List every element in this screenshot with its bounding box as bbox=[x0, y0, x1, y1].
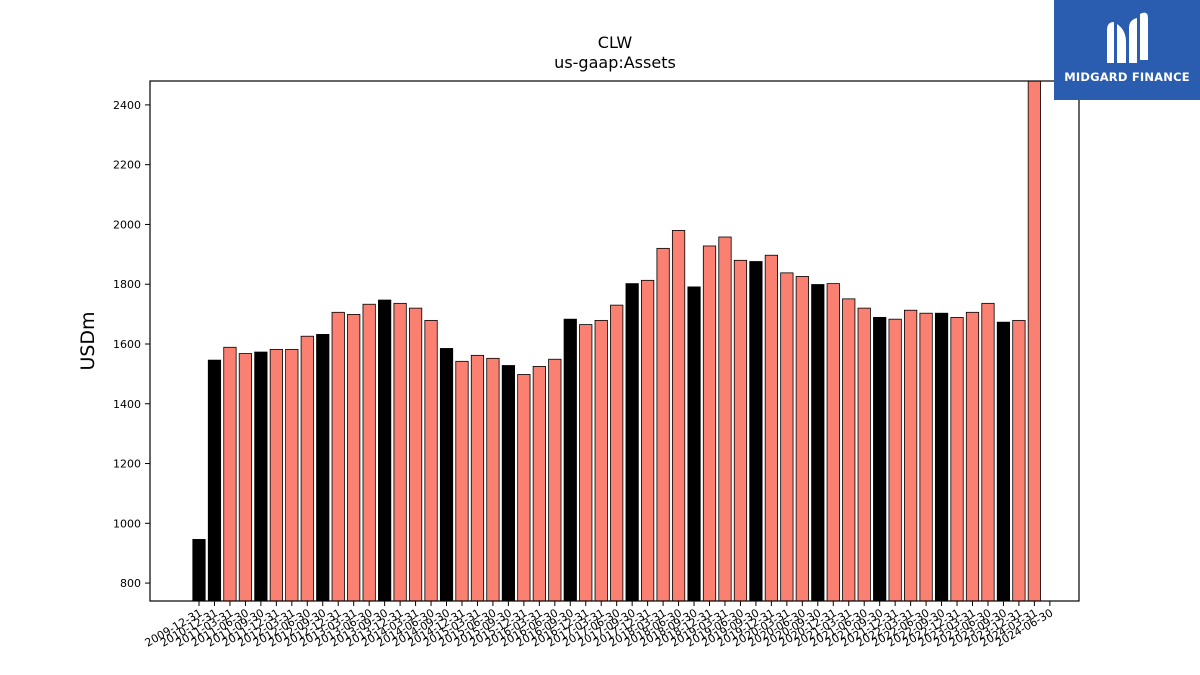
x-axis: 2009-12-312010-12-312011-03-312011-06-30… bbox=[143, 601, 1055, 650]
bar-2011-03-31 bbox=[223, 346, 237, 602]
bar-2017-09-30 bbox=[625, 283, 639, 602]
chart-title: CLW bbox=[598, 33, 633, 52]
bar-2013-09-30 bbox=[378, 299, 392, 602]
bar-2011-09-30 bbox=[254, 351, 268, 602]
bar-2014-03-31 bbox=[408, 307, 423, 602]
bar-2010-12-31 bbox=[207, 359, 222, 602]
bar-2022-09-30 bbox=[934, 312, 949, 602]
chart-subtitle: us-gaap:Assets bbox=[554, 53, 676, 72]
bar-2012-03-31 bbox=[285, 348, 299, 602]
bar-2015-06-30 bbox=[486, 357, 500, 602]
bar-2020-03-31 bbox=[780, 272, 794, 602]
bar-2013-03-31 bbox=[347, 313, 361, 602]
bar-2023-03-31 bbox=[965, 311, 980, 602]
bar-2020-06-30 bbox=[795, 276, 809, 602]
y-tick-label: 1400 bbox=[113, 398, 141, 411]
bar-2012-09-30 bbox=[316, 334, 330, 602]
bar-2016-03-31 bbox=[532, 365, 546, 602]
bar-2016-09-30 bbox=[563, 318, 577, 602]
bar-2015-09-30 bbox=[501, 365, 516, 602]
bar-2012-06-30 bbox=[300, 335, 314, 602]
bar-2011-06-30 bbox=[238, 353, 253, 602]
y-tick-label: 2400 bbox=[113, 99, 141, 112]
y-tick-label: 2200 bbox=[113, 159, 141, 172]
bar-2015-12-31 bbox=[517, 374, 531, 602]
bar-2019-12-31 bbox=[764, 254, 778, 602]
midgard-logo-icon bbox=[1107, 12, 1148, 63]
y-tick-label: 1000 bbox=[113, 517, 141, 530]
bar-2018-06-30 bbox=[671, 230, 686, 602]
bar-2011-12-31 bbox=[269, 348, 283, 602]
brand-logo: MIDGARD FINANCE bbox=[1054, 0, 1200, 100]
bar-2022-03-31 bbox=[904, 309, 918, 602]
bar-2023-12-31 bbox=[1012, 319, 1026, 602]
bar-2014-09-30 bbox=[439, 348, 454, 602]
bar-2021-09-30 bbox=[873, 316, 887, 602]
bar-2021-06-30 bbox=[857, 307, 871, 602]
y-tick-label: 1800 bbox=[113, 278, 141, 291]
y-axis-label: USDm bbox=[77, 311, 99, 370]
bar-2018-09-30 bbox=[687, 286, 701, 602]
bar-2021-12-31 bbox=[888, 318, 902, 602]
bar-2019-09-30 bbox=[749, 261, 763, 602]
bar-2020-09-30 bbox=[811, 284, 825, 602]
bar-2013-06-30 bbox=[362, 303, 376, 602]
y-axis: 800 1000 1200 1400 1600 1800 2000 2200 2400 bbox=[113, 99, 150, 590]
bar-2023-09-30 bbox=[996, 321, 1011, 602]
bar-2014-12-31 bbox=[455, 360, 469, 602]
bar-2009-12-31 bbox=[192, 539, 206, 602]
bar-2018-12-31 bbox=[702, 245, 717, 602]
y-tick-label: 2000 bbox=[113, 218, 141, 231]
bar-2024-03-31 bbox=[1027, 80, 1041, 602]
y-tick-label: 1200 bbox=[113, 458, 141, 471]
bar-2017-06-30 bbox=[610, 304, 624, 602]
bar-2014-06-30 bbox=[424, 319, 438, 602]
bar-2017-12-31 bbox=[641, 279, 655, 602]
bar-2018-03-31 bbox=[656, 247, 670, 602]
bar-2017-03-31 bbox=[594, 319, 608, 602]
bar-2020-12-31 bbox=[826, 283, 840, 602]
plot-frame bbox=[149, 80, 1080, 602]
bar-2019-03-31 bbox=[718, 236, 732, 602]
y-tick-label: 800 bbox=[120, 577, 141, 590]
bar-2019-06-30 bbox=[733, 259, 748, 602]
bar-2022-06-30 bbox=[919, 312, 933, 602]
bar-2012-12-31 bbox=[331, 311, 345, 602]
bar-2022-12-31 bbox=[950, 316, 964, 602]
bar-2016-12-31 bbox=[579, 324, 593, 602]
brand-name: MIDGARD FINANCE bbox=[1064, 70, 1190, 84]
bar-2015-03-31 bbox=[470, 354, 485, 602]
bar-2013-12-31 bbox=[393, 302, 407, 602]
bars-group bbox=[192, 80, 1041, 602]
bar-2021-03-31 bbox=[842, 298, 856, 602]
y-tick-label: 1600 bbox=[113, 338, 141, 351]
bar-2023-06-30 bbox=[981, 302, 995, 602]
bar-2016-06-30 bbox=[548, 358, 562, 602]
